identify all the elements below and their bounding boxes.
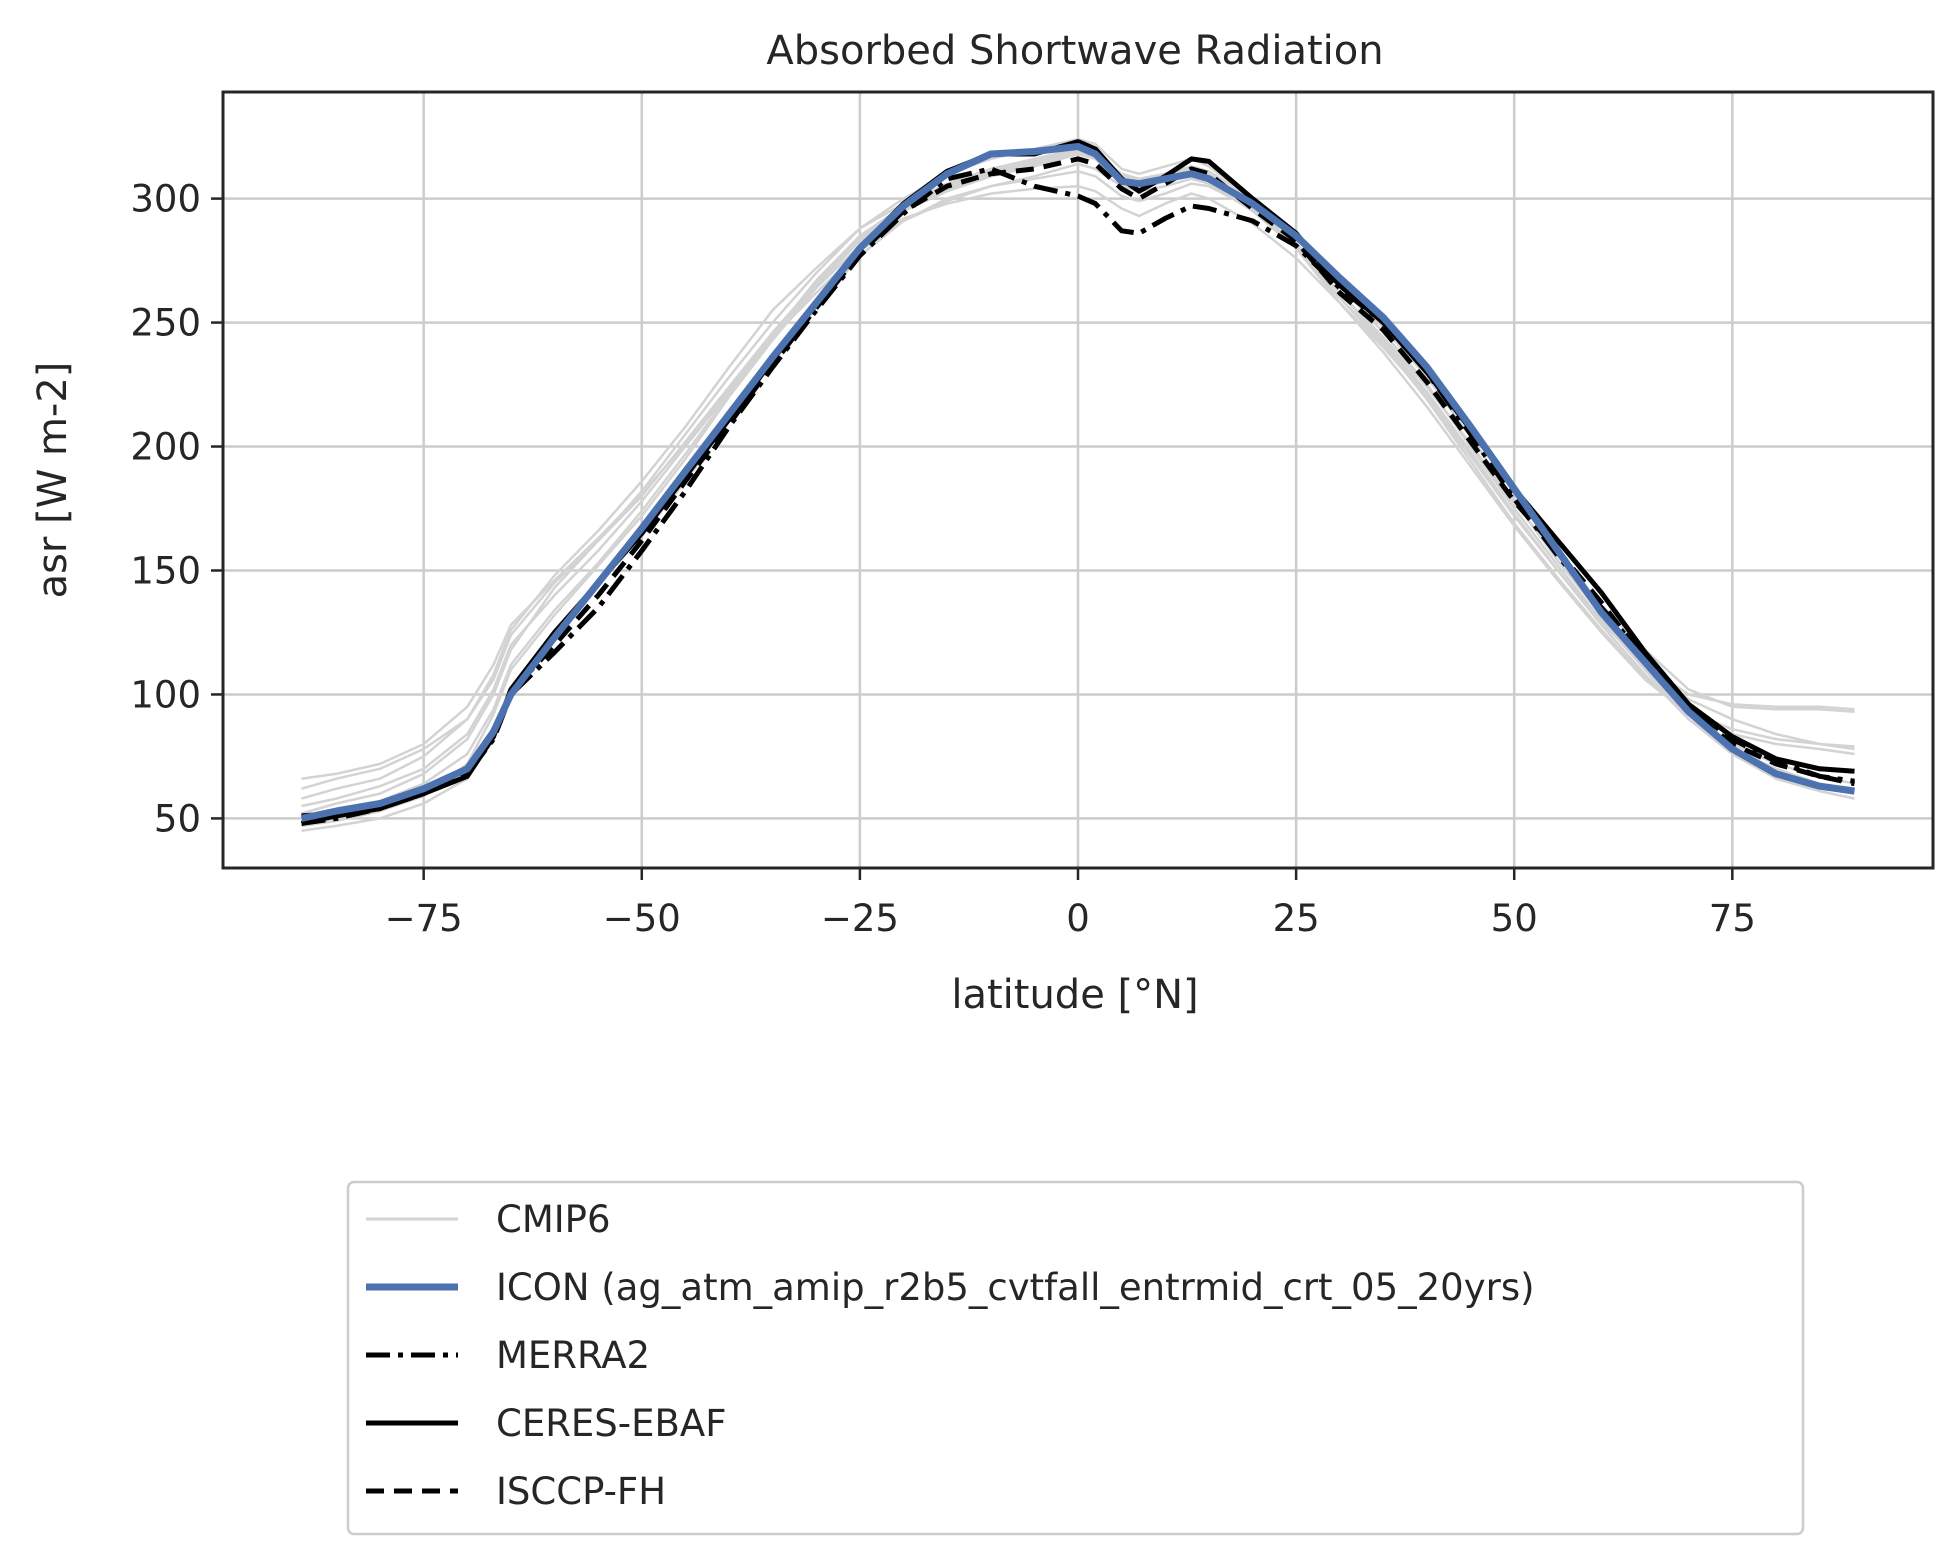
- x-axis-label: latitude [°N]: [951, 972, 1198, 1018]
- y-tick-label: 150: [130, 549, 201, 592]
- cmip6-member-line-8: [301, 162, 1855, 780]
- y-tick-label: 300: [130, 178, 201, 221]
- x-tick-label: −25: [821, 897, 899, 940]
- series-lines: [300, 139, 1856, 826]
- y-axis-ticks: 50 100 150 200 250 300: [130, 178, 223, 840]
- x-tick-label: −50: [603, 897, 681, 940]
- x-tick-label: −75: [385, 897, 463, 940]
- x-tick-label: 25: [1273, 897, 1320, 940]
- legend: CMIP6 ICON (ag_atm_amip_r2b5_cvtfall_ent…: [346, 1180, 1805, 1536]
- icon-line: [300, 143, 1855, 822]
- y-tick-label: 50: [154, 797, 201, 840]
- legend-label-ceres: CERES-EBAF: [496, 1402, 727, 1445]
- legend-label-cmip6: CMIP6: [496, 1198, 611, 1241]
- legend-label-isccp: ISCCP-FH: [496, 1470, 666, 1513]
- x-axis-ticks: −75 −50 −25 0 25 50 75: [385, 868, 1756, 940]
- x-tick-label: 50: [1491, 897, 1538, 940]
- legend-label-icon: ICON (ag_atm_amip_r2b5_cvtfall_entrmid_c…: [496, 1266, 1535, 1309]
- x-tick-label: 75: [1709, 897, 1756, 940]
- legend-box: [346, 1180, 1805, 1536]
- y-tick-label: 250: [130, 302, 201, 345]
- y-axis-label: asr [W m-2]: [30, 362, 76, 599]
- chart-title: Absorbed Shortwave Radiation: [766, 28, 1383, 74]
- y-tick-label: 200: [130, 426, 201, 469]
- y-tick-label: 100: [130, 673, 201, 716]
- legend-label-merra2: MERRA2: [496, 1334, 650, 1377]
- x-tick-label: 0: [1066, 897, 1090, 940]
